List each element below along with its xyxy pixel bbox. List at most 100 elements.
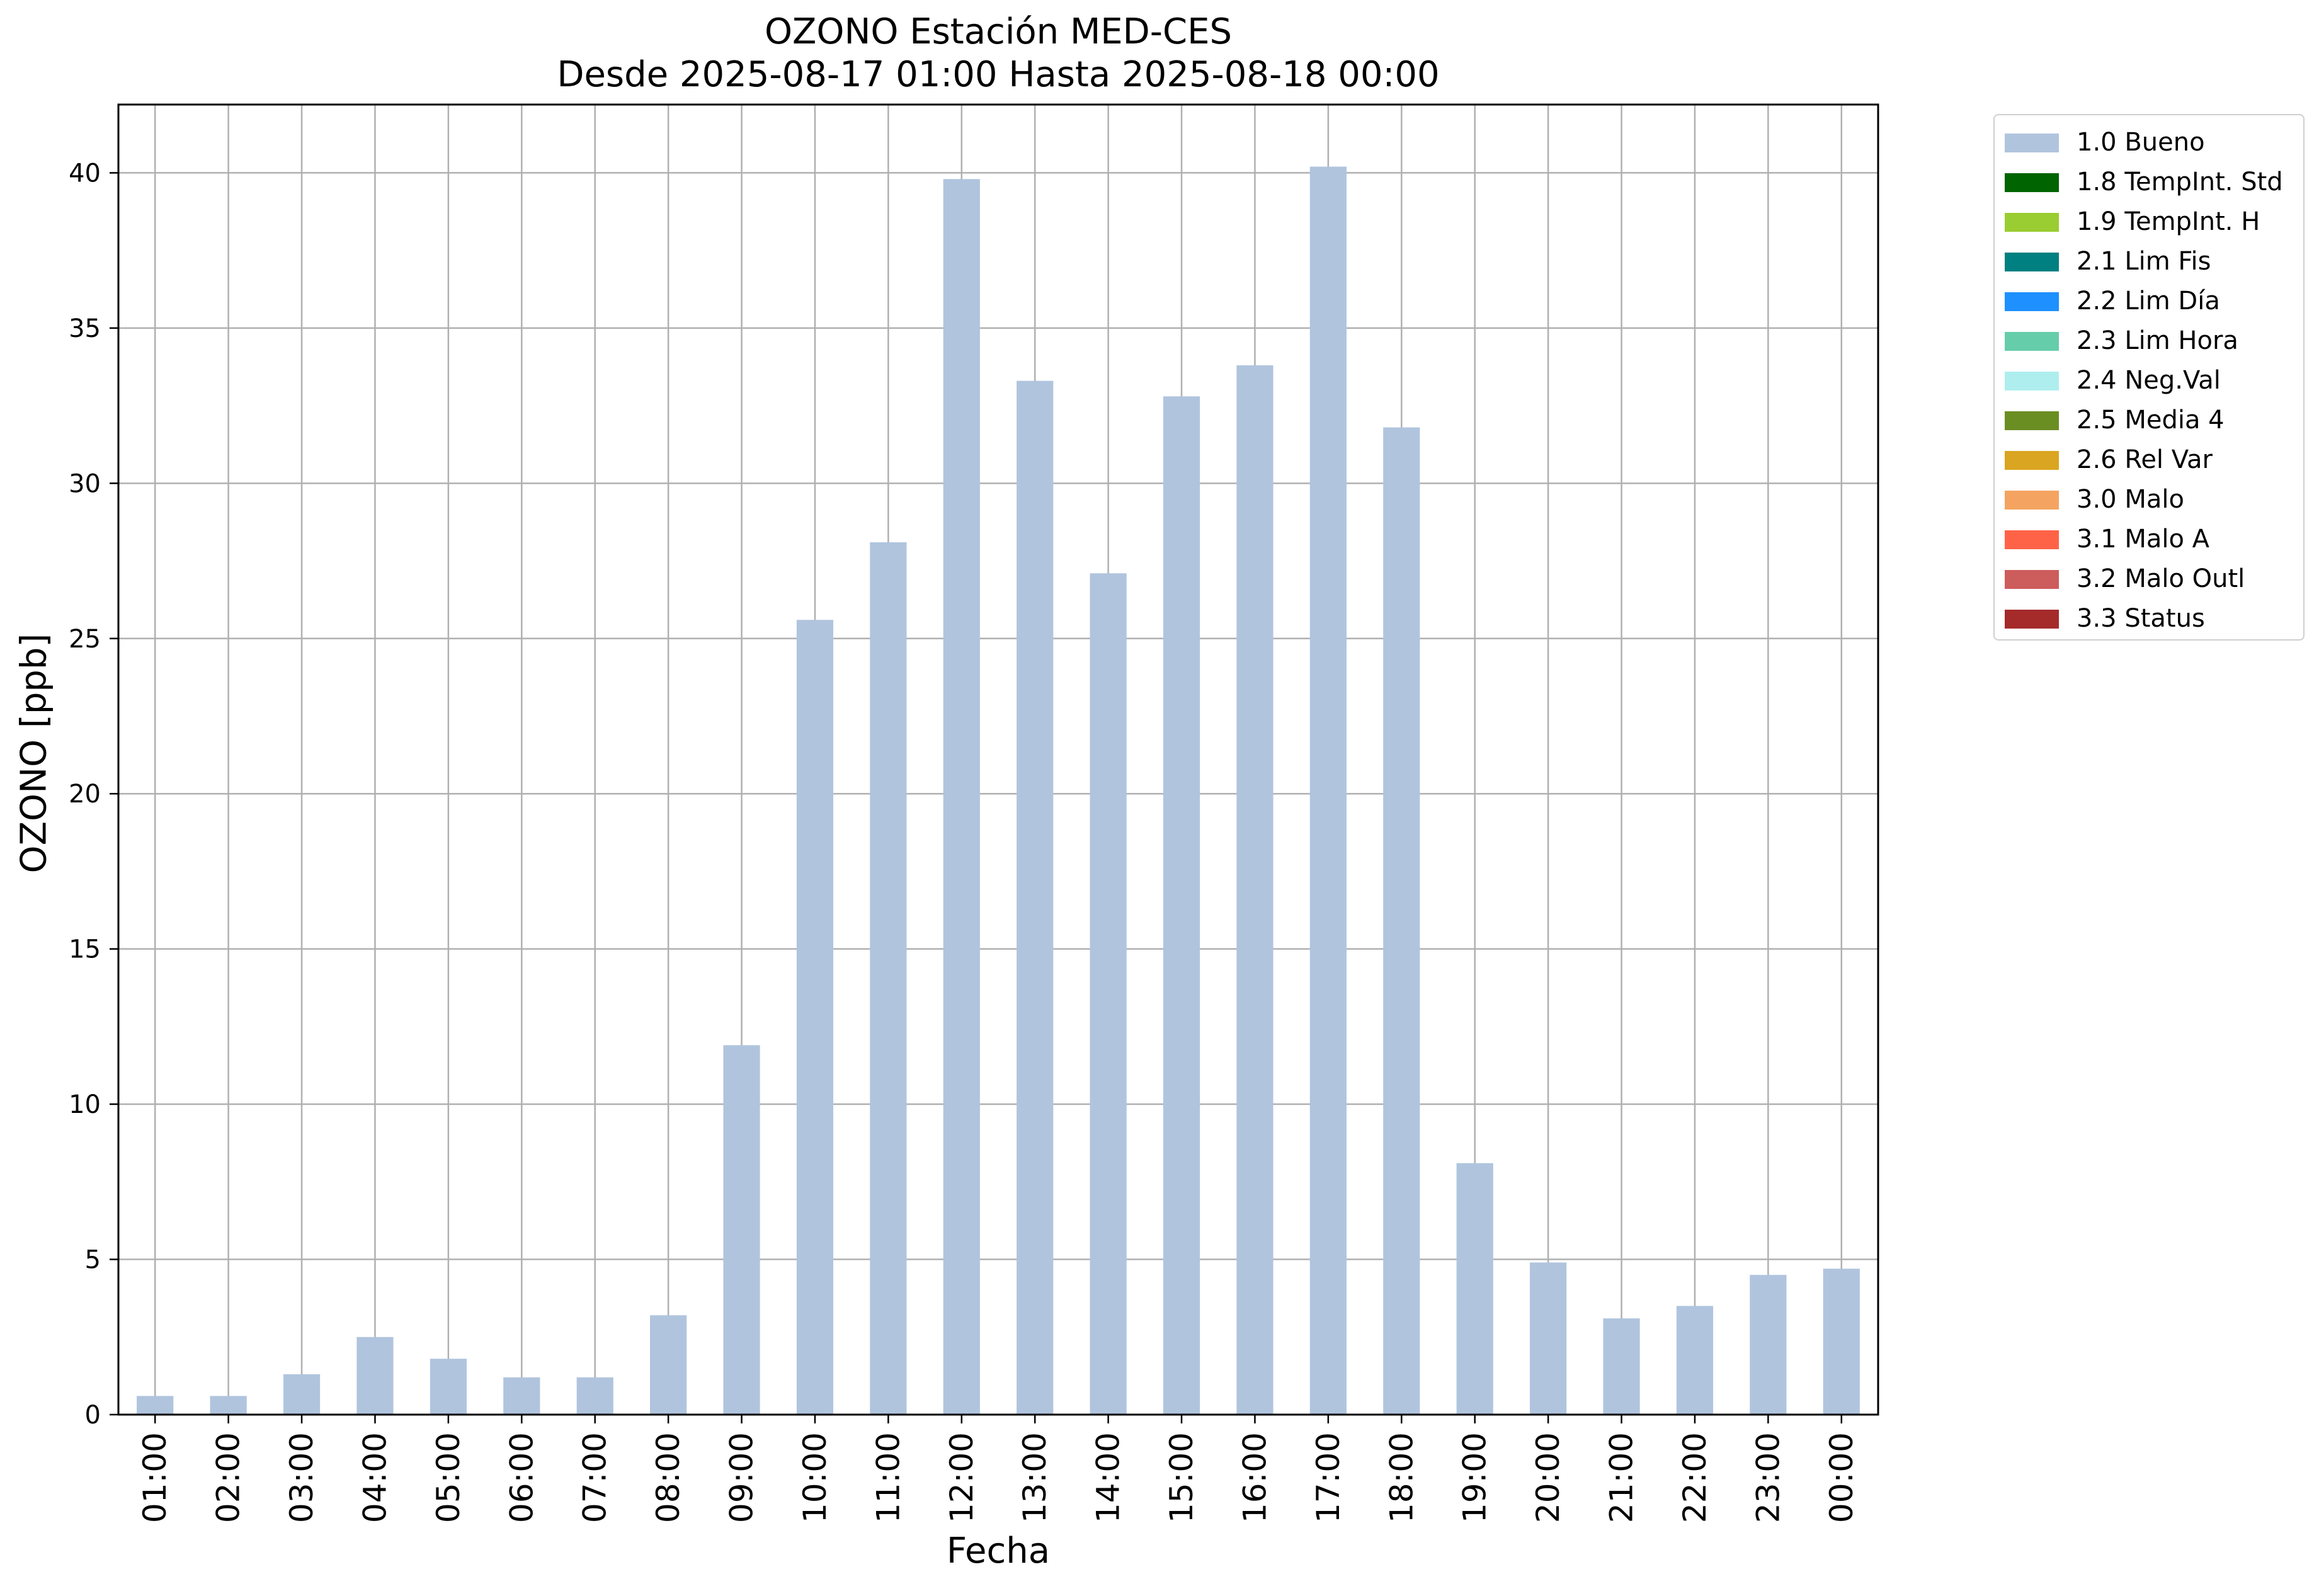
x-axis-label: Fecha (946, 1530, 1051, 1571)
bar-0200 (210, 1396, 247, 1415)
x-tick-label: 13:00 (1017, 1432, 1053, 1523)
legend-swatch (2005, 530, 2059, 549)
legend-label: 3.0 Malo (2077, 485, 2184, 514)
legend-item: 3.1 Malo A (1995, 520, 2303, 559)
legend-item: 1.0 Bueno (1995, 123, 2303, 162)
x-tick-label: 17:00 (1310, 1432, 1347, 1523)
x-tick-label: 23:00 (1750, 1432, 1786, 1523)
x-tick-label: 14:00 (1090, 1432, 1127, 1523)
x-tick-label: 05:00 (430, 1432, 467, 1523)
legend-swatch (2005, 173, 2059, 192)
x-tick-label: 04:00 (356, 1432, 393, 1523)
chart-title: OZONO Estación MED-CES (764, 11, 1233, 52)
legend-item: 2.1 Lim Fis (1995, 242, 2303, 282)
bar-0100 (137, 1396, 174, 1415)
legend-label: 2.1 Lim Fis (2077, 247, 2211, 276)
y-tick-label: 5 (85, 1246, 101, 1275)
legend-item: 3.2 Malo Outl (1995, 559, 2303, 599)
legend-label: 2.3 Lim Hora (2077, 326, 2238, 355)
legend-label: 3.2 Malo Outl (2077, 564, 2245, 593)
y-axis-label: OZONO [ppb] (13, 633, 55, 874)
bar-1700 (1309, 166, 1347, 1415)
x-tick-label: 20:00 (1530, 1432, 1566, 1523)
legend-swatch (2005, 253, 2059, 271)
bar-1300 (1017, 380, 1054, 1415)
legend-swatch (2005, 292, 2059, 311)
legend-item: 2.6 Rel Var (1995, 440, 2303, 480)
legend-label: 1.9 TempInt. H (2077, 207, 2260, 236)
legend-item: 3.3 Status (1995, 599, 2303, 639)
x-tick-label: 11:00 (870, 1432, 906, 1523)
x-tick-label: 02:00 (210, 1432, 247, 1523)
x-tick-label: 18:00 (1383, 1432, 1420, 1523)
legend-item: 2.2 Lim Día (1995, 282, 2303, 321)
legend-swatch (2005, 610, 2059, 629)
bar-1400 (1090, 573, 1127, 1415)
bar-1900 (1456, 1163, 1493, 1415)
x-tick-label: 08:00 (650, 1432, 687, 1523)
y-tick-label: 40 (69, 159, 101, 188)
y-tick-label: 20 (69, 780, 101, 809)
x-tick-label: 03:00 (283, 1432, 320, 1523)
legend-item: 2.3 Lim Hora (1995, 321, 2303, 361)
x-axis-ticks: 01:00 02:00 03:00 04:00 05:00 06:00 07:00 08:00… (137, 1415, 1860, 1523)
bar-2300 (1750, 1275, 1787, 1415)
legend-swatch (2005, 570, 2059, 589)
x-tick-label: 10:00 (797, 1432, 833, 1523)
legend-swatch (2005, 372, 2059, 390)
legend-item: 1.9 TempInt. H (1995, 202, 2303, 242)
y-axis-ticks: 0 5 10 15 20 25 30 35 40 (69, 159, 118, 1430)
bar-1200 (943, 179, 980, 1415)
bar-2200 (1676, 1306, 1714, 1415)
bars (137, 166, 1860, 1415)
bar-1100 (870, 542, 907, 1415)
x-tick-label: 16:00 (1236, 1432, 1273, 1523)
y-tick-label: 35 (69, 314, 101, 343)
x-tick-label: 06:00 (503, 1432, 540, 1523)
y-tick-label: 30 (69, 469, 101, 498)
bar-0400 (356, 1337, 394, 1415)
legend-item: 2.5 Media 4 (1995, 401, 2303, 440)
x-tick-label: 01:00 (137, 1432, 173, 1523)
legend-item: 2.4 Neg.Val (1995, 361, 2303, 401)
bar-1600 (1236, 365, 1273, 1415)
chart-subtitle: Desde 2025-08-17 01:00 Hasta 2025-08-18 … (557, 54, 1440, 95)
legend-item: 1.8 TempInt. Std (1995, 162, 2303, 202)
y-tick-label: 25 (69, 625, 101, 654)
y-tick-label: 10 (69, 1090, 101, 1119)
bar-0000 (1823, 1268, 1860, 1415)
x-tick-label: 12:00 (943, 1432, 980, 1523)
bar-1000 (796, 620, 834, 1415)
legend-label: 3.1 Malo A (2077, 525, 2210, 554)
y-tick-label: 0 (85, 1401, 101, 1430)
bar-0300 (283, 1374, 321, 1415)
legend-label: 2.2 Lim Día (2077, 287, 2220, 316)
legend-item: 3.0 Malo (1995, 480, 2303, 520)
bar-0900 (723, 1045, 760, 1415)
legend-swatch (2005, 332, 2059, 351)
bar-2100 (1603, 1318, 1640, 1415)
x-tick-label: 19:00 (1457, 1432, 1493, 1523)
x-tick-label: 07:00 (577, 1432, 613, 1523)
legend-label: 1.0 Bueno (2077, 128, 2205, 157)
x-tick-label: 15:00 (1163, 1432, 1200, 1523)
legend-swatch (2005, 491, 2059, 510)
legend-label: 1.8 TempInt. Std (2077, 168, 2283, 197)
bar-2000 (1530, 1262, 1567, 1415)
legend-swatch (2005, 213, 2059, 232)
bar-0600 (503, 1377, 540, 1415)
legend: 1.0 Bueno 1.8 TempInt. Std 1.9 TempInt. H 2… (1993, 114, 2305, 641)
legend-swatch (2005, 134, 2059, 152)
legend-label: 2.6 Rel Var (2077, 445, 2213, 474)
bar-1500 (1163, 396, 1200, 1415)
legend-label: 2.4 Neg.Val (2077, 366, 2221, 395)
x-tick-label: 00:00 (1823, 1432, 1860, 1523)
legend-label: 3.3 Status (2077, 604, 2205, 633)
x-tick-label: 22:00 (1677, 1432, 1713, 1523)
legend-swatch (2005, 451, 2059, 470)
plot-frame (117, 103, 1879, 1416)
legend-label: 2.5 Media 4 (2077, 406, 2225, 435)
grid-lines (118, 105, 1878, 1416)
bar-0500 (430, 1359, 467, 1415)
